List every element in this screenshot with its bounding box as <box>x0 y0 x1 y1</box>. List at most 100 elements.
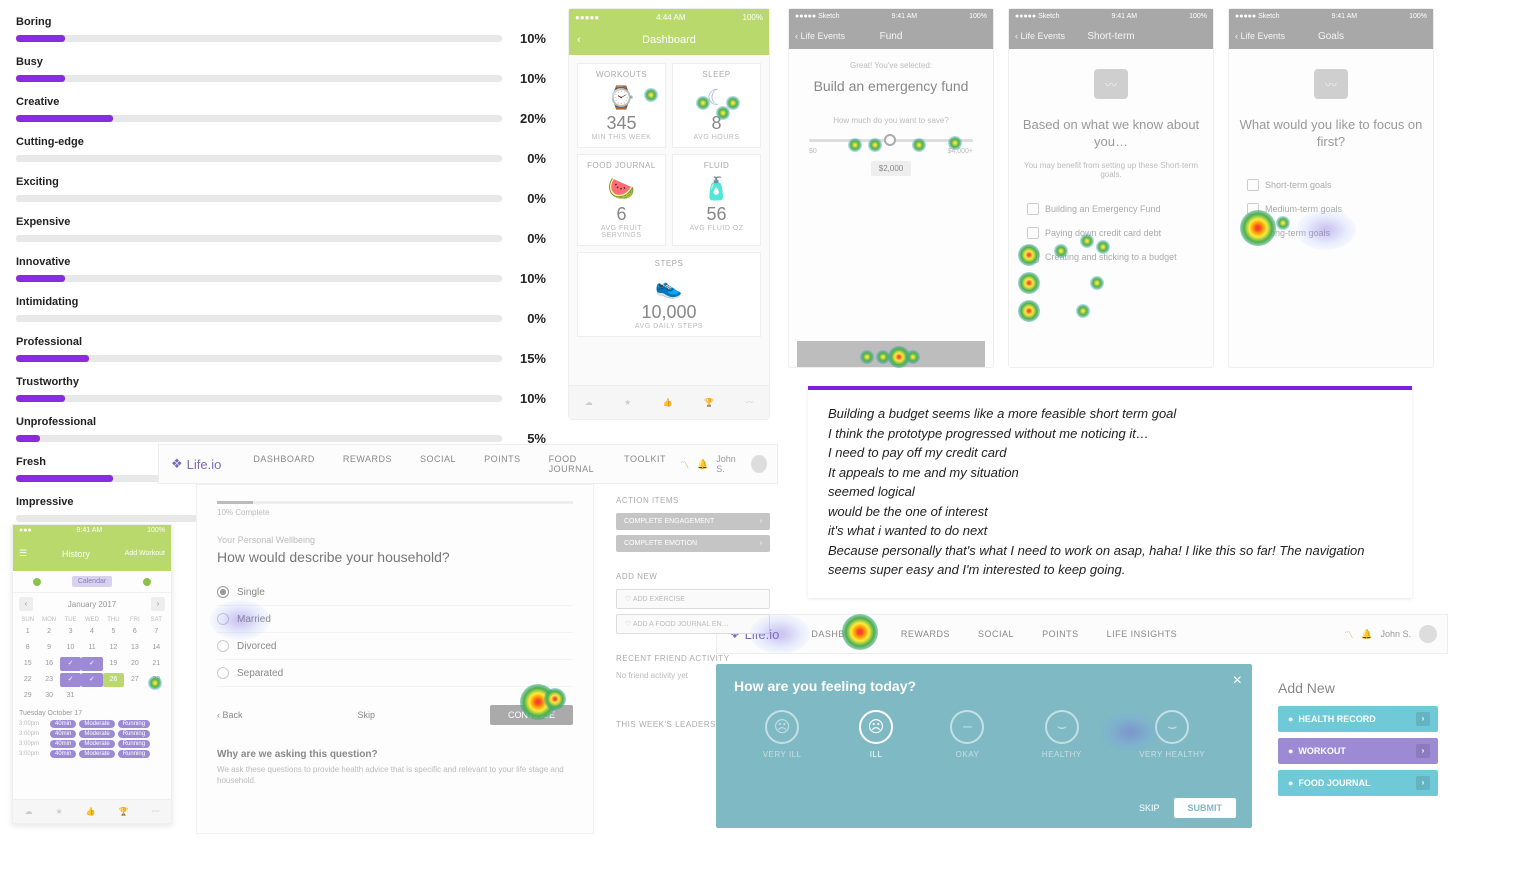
calendar-tab[interactable]: Calendar <box>72 576 112 587</box>
sleep-tile[interactable]: SLEEP ☾ 8 AVG HOURS <box>672 63 761 148</box>
checkbox[interactable] <box>1027 203 1039 215</box>
calendar-day[interactable]: 29 <box>17 689 38 703</box>
calendar-day[interactable]: 22 <box>17 673 38 687</box>
nav-food-journal[interactable]: FOOD JOURNAL <box>549 454 597 474</box>
savings-slider[interactable] <box>809 139 973 142</box>
calendar-day[interactable]: 28 <box>146 673 167 687</box>
back-icon[interactable]: ‹ <box>577 34 581 46</box>
chart-icon[interactable]: 〽 <box>1344 628 1353 641</box>
calendar-day[interactable]: 30 <box>38 689 59 703</box>
calendar-event[interactable]: 3:00pm40minModerateRunning <box>19 750 165 758</box>
calendar-day[interactable]: 20 <box>124 657 145 671</box>
addnew-row[interactable]: ● FOOD JOURNAL› <box>1278 770 1438 796</box>
calendar-day[interactable]: 16 <box>38 657 59 671</box>
user-name[interactable]: John S. <box>1380 629 1411 639</box>
calendar-day[interactable]: 6 <box>124 625 145 639</box>
feeling-skip[interactable]: SKIP <box>1139 803 1160 813</box>
calendar-day[interactable]: 13 <box>124 641 145 655</box>
nav-points[interactable]: POINTS <box>1042 629 1079 639</box>
household-option[interactable]: Single <box>217 579 573 606</box>
calendar-day[interactable]: 14 <box>146 641 167 655</box>
calendar-day[interactable]: 8 <box>17 641 38 655</box>
calendar-day[interactable]: 4 <box>81 625 102 639</box>
back-link[interactable]: ‹ Back <box>217 710 243 720</box>
tab-insights-icon[interactable]: ☁ <box>585 398 593 407</box>
add-workout-link[interactable]: Add Workout <box>125 550 165 557</box>
checkbox[interactable] <box>1247 203 1259 215</box>
nav-life-insights[interactable]: LIFE INSIGHTS <box>1107 629 1178 639</box>
avatar[interactable] <box>1419 625 1437 643</box>
calendar-event[interactable]: 3:00pm40minModerateRunning <box>19 740 165 748</box>
skip-link[interactable]: Skip <box>358 710 376 720</box>
calendar-event[interactable]: 3:00pm40minModerateRunning <box>19 720 165 728</box>
close-icon[interactable]: × <box>1233 672 1242 690</box>
calendar-day[interactable]: ✓ <box>81 673 102 687</box>
radio[interactable] <box>217 667 229 679</box>
short-term-option[interactable]: Paying down credit card debt <box>1027 221 1195 245</box>
calendar-day[interactable]: ✓ <box>60 657 81 671</box>
tab-profile-icon[interactable]: 〰 <box>745 397 753 408</box>
steps-tile[interactable]: STEPS 👟 10,000 AVG DAILY STEPS <box>577 252 761 337</box>
radio[interactable] <box>217 640 229 652</box>
calendar-day[interactable]: 10 <box>60 641 81 655</box>
goal-option[interactable]: Medium-term goals <box>1247 197 1415 221</box>
calendar-day[interactable]: 31 <box>60 689 81 703</box>
phone-tabbar[interactable]: ☁ ★ 👍 🏆 〰 <box>569 385 769 419</box>
face-option[interactable]: ⌣VERY HEALTHY <box>1139 710 1205 759</box>
nav-dashboard[interactable]: DASHBOARD <box>811 629 873 639</box>
tab-social-icon[interactable]: 👍 <box>663 398 673 407</box>
face-option[interactable]: –OKAY <box>950 710 984 759</box>
face-option[interactable]: ⌣HEALTHY <box>1042 710 1082 759</box>
household-option[interactable]: Separated <box>217 660 573 687</box>
calendar-day[interactable] <box>103 689 124 703</box>
calendar-day[interactable]: 26 <box>103 673 124 687</box>
add-button[interactable]: ♡ ADD EXERCISE <box>616 589 770 609</box>
lifeio-logo[interactable]: ❖ Life.io <box>171 456 221 472</box>
fluid-tile[interactable]: FLUID 🧴 56 AVG FLUID OZ <box>672 154 761 246</box>
user-name[interactable]: John S. <box>716 454 743 474</box>
back-life-events[interactable]: ‹ Life Events <box>1235 31 1285 41</box>
calendar-day[interactable]: 1 <box>17 625 38 639</box>
bell-icon[interactable]: 🔔 <box>1361 629 1372 640</box>
calendar-day[interactable]: ✓ <box>81 657 102 671</box>
calendar-event[interactable]: 3:00pm40minModerateRunning <box>19 730 165 738</box>
calendar-day[interactable]: 12 <box>103 641 124 655</box>
prev-month[interactable]: ‹ <box>19 597 33 611</box>
nav-social[interactable]: SOCIAL <box>420 454 456 474</box>
calendar-day[interactable]: 21 <box>146 657 167 671</box>
goal-option[interactable]: Long-term goals <box>1247 221 1415 245</box>
short-term-option[interactable]: Building an Emergency Fund <box>1027 197 1195 221</box>
household-option[interactable]: Divorced <box>217 633 573 660</box>
avatar[interactable] <box>751 455 767 473</box>
add-button[interactable]: ♡ ADD A FOOD JOURNAL EN… <box>616 614 770 634</box>
calendar-day[interactable] <box>146 689 167 703</box>
continue-button[interactable]: CONTINUE <box>490 705 573 725</box>
nav-dashboard[interactable]: DASHBOARD <box>253 454 315 474</box>
addnew-row[interactable]: ● WORKOUT› <box>1278 738 1438 764</box>
addnew-row[interactable]: ● HEALTH RECORD› <box>1278 706 1438 732</box>
nav-social[interactable]: SOCIAL <box>978 629 1014 639</box>
calendar-day[interactable]: 11 <box>81 641 102 655</box>
calendar-day[interactable]: 27 <box>124 673 145 687</box>
calendar-day[interactable]: 2 <box>38 625 59 639</box>
nav-rewards[interactable]: REWARDS <box>901 629 950 639</box>
tab-rewards-icon[interactable]: 🏆 <box>704 398 714 407</box>
cal-tabbar[interactable]: ☁★👍🏆〰 <box>13 799 171 823</box>
short-term-option[interactable]: Creating and sticking to a budget <box>1027 245 1195 269</box>
calendar-day[interactable]: 15 <box>17 657 38 671</box>
calendar-day[interactable]: ✓ <box>60 673 81 687</box>
checkbox[interactable] <box>1027 227 1039 239</box>
next-month[interactable]: › <box>151 597 165 611</box>
checkbox[interactable] <box>1247 179 1259 191</box>
calendar-day[interactable]: 19 <box>103 657 124 671</box>
goal-option[interactable]: Short-term goals <box>1247 173 1415 197</box>
face-option[interactable]: ☹VERY ILL <box>763 710 802 759</box>
calendar-day[interactable]: 9 <box>38 641 59 655</box>
calendar-day[interactable]: 23 <box>38 673 59 687</box>
calendar-day[interactable] <box>124 689 145 703</box>
calendar-day[interactable] <box>81 689 102 703</box>
face-option[interactable]: ☹ILL <box>859 710 893 759</box>
checkbox[interactable] <box>1247 227 1259 239</box>
nav-toolkit[interactable]: TOOLKIT <box>624 454 666 474</box>
continue-bar[interactable] <box>797 341 985 367</box>
